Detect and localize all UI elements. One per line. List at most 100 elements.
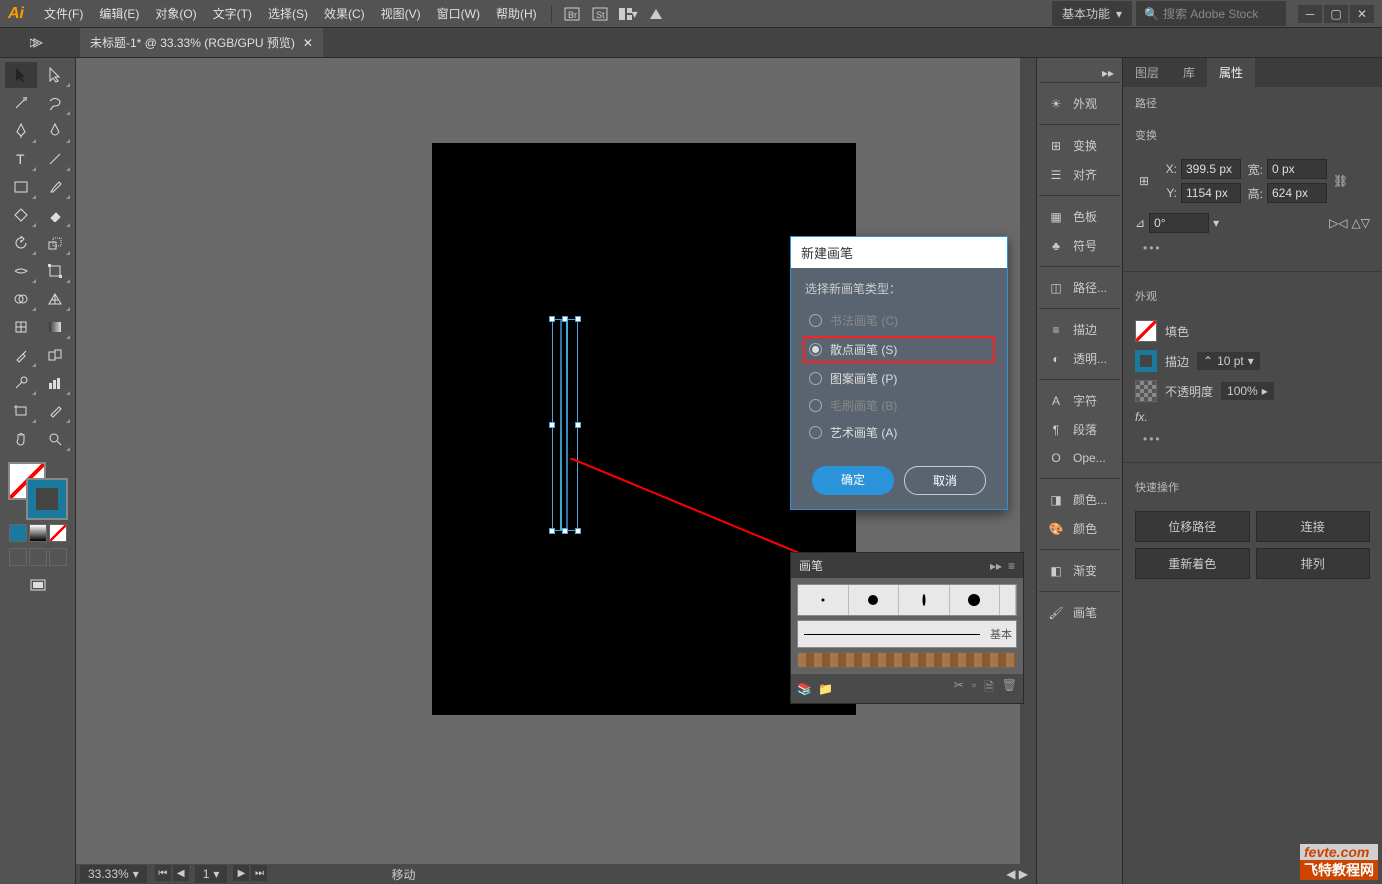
flip-h-icon[interactable]: ▷◁ — [1329, 216, 1347, 230]
selected-path[interactable] — [552, 319, 578, 531]
brush-libraries-menu-icon[interactable]: 📁 — [818, 682, 833, 696]
menu-edit[interactable]: 编辑(E) — [91, 1, 147, 26]
stock-icon[interactable]: St — [590, 4, 610, 24]
dock-align[interactable]: ☰对齐 — [1039, 160, 1120, 189]
draw-behind[interactable] — [29, 548, 47, 566]
angle-input[interactable]: 0° — [1149, 213, 1209, 233]
gpu-icon[interactable] — [646, 4, 666, 24]
brush-basic[interactable]: 基本 — [797, 620, 1017, 648]
first-artboard-button[interactable]: ⏮ — [155, 865, 171, 881]
menu-file[interactable]: 文件(F) — [36, 1, 91, 26]
pen-tool[interactable] — [5, 118, 37, 144]
dock-opentype[interactable]: OOpe... — [1039, 444, 1120, 472]
document-tab[interactable]: 未标题-1* @ 33.33% (RGB/GPU 预览) ✕ — [80, 28, 323, 57]
dock-gradient[interactable]: ◧渐变 — [1039, 556, 1120, 585]
blend-tool[interactable] — [39, 342, 71, 368]
dock-symbols[interactable]: ♣符号 — [1039, 231, 1120, 260]
dock-collapse-icon[interactable]: ▸▸ — [1102, 66, 1114, 80]
hscroll-thumb[interactable]: ◀ ▶ — [1006, 867, 1028, 881]
dock-color[interactable]: 🎨颜色 — [1039, 514, 1120, 543]
width-tool[interactable] — [5, 258, 37, 284]
y-input[interactable]: 1154 px — [1181, 183, 1241, 203]
color-mode-none[interactable] — [49, 524, 67, 542]
panel-menu-icon[interactable]: ≡ — [1008, 559, 1015, 573]
radio-scatter[interactable]: 散点画笔 (S) — [803, 336, 995, 363]
appearance-more[interactable]: ••• — [1135, 428, 1370, 450]
line-tool[interactable] — [39, 146, 71, 172]
fx-label[interactable]: fx. — [1135, 410, 1148, 424]
dock-pathfinder[interactable]: ◫路径... — [1039, 273, 1120, 302]
brush-options-icon[interactable]: ▫ — [972, 678, 976, 699]
new-brush-icon[interactable]: 🗎 — [984, 678, 994, 699]
ok-button[interactable]: 确定 — [812, 466, 894, 495]
scale-tool[interactable] — [39, 230, 71, 256]
remove-stroke-icon[interactable]: ✂ — [954, 678, 964, 699]
selection-tool[interactable] — [5, 62, 37, 88]
tab-properties[interactable]: 属性 — [1207, 58, 1255, 87]
shape-builder-tool[interactable] — [5, 286, 37, 312]
dock-color-guide[interactable]: ◨颜色... — [1039, 485, 1120, 514]
radio-pattern[interactable]: 图案画笔 (P) — [805, 365, 993, 392]
dock-stroke[interactable]: ≡描边 — [1039, 315, 1120, 344]
prev-artboard-button[interactable]: ◀ — [173, 865, 189, 881]
menu-effect[interactable]: 效果(C) — [316, 1, 373, 26]
tab-libraries[interactable]: 库 — [1171, 58, 1207, 87]
brush-library-icon[interactable]: 📚 — [797, 682, 812, 696]
delete-brush-icon[interactable]: 🗑 — [1002, 678, 1017, 699]
direct-selection-tool[interactable] — [39, 62, 71, 88]
cancel-button[interactable]: 取消 — [904, 466, 986, 495]
search-input[interactable]: 🔍 搜索 Adobe Stock — [1136, 1, 1286, 26]
gradient-tool[interactable] — [39, 314, 71, 340]
menu-select[interactable]: 选择(S) — [260, 1, 316, 26]
lock-aspect-icon[interactable]: ⛓ — [1333, 174, 1348, 188]
height-input[interactable]: 624 px — [1267, 183, 1327, 203]
draw-inside[interactable] — [49, 548, 67, 566]
arrange-icon[interactable]: ▾ — [618, 4, 638, 24]
width-input[interactable]: 0 px — [1267, 159, 1327, 179]
menu-object[interactable]: 对象(O) — [147, 1, 204, 26]
bridge-icon[interactable]: Br — [562, 4, 582, 24]
dock-transparency[interactable]: ◐透明... — [1039, 344, 1120, 373]
artboard-number[interactable]: 1▾ — [195, 865, 228, 883]
last-artboard-button[interactable]: ⏭ — [251, 865, 267, 881]
next-artboard-button[interactable]: ▶ — [233, 865, 249, 881]
zoom-tool[interactable] — [39, 426, 71, 452]
vertical-scrollbar[interactable] — [1020, 58, 1036, 864]
qa-recolor[interactable]: 重新着色 — [1135, 548, 1250, 579]
type-tool[interactable]: T — [5, 146, 37, 172]
radio-art[interactable]: 艺术画笔 (A) — [805, 419, 993, 446]
hand-tool[interactable] — [5, 426, 37, 452]
tab-layers[interactable]: 图层 — [1123, 58, 1171, 87]
menu-type[interactable]: 文字(T) — [205, 1, 260, 26]
menu-help[interactable]: 帮助(H) — [488, 1, 545, 26]
qa-offset-path[interactable]: 位移路径 — [1135, 511, 1250, 542]
qa-arrange[interactable]: 排列 — [1256, 548, 1371, 579]
zoom-dropdown[interactable]: 33.33%▾ — [80, 865, 147, 883]
opacity-input[interactable]: 100%▸ — [1221, 382, 1274, 400]
shaper-tool[interactable] — [5, 202, 37, 228]
color-mode-solid[interactable] — [9, 524, 27, 542]
close-button[interactable]: ✕ — [1350, 5, 1374, 23]
free-transform-tool[interactable] — [39, 258, 71, 284]
workspace-dropdown[interactable]: 基本功能 ▾ — [1052, 1, 1132, 26]
symbol-sprayer-tool[interactable] — [5, 370, 37, 396]
screen-mode[interactable] — [22, 572, 54, 598]
reference-point-icon[interactable]: ⊞ — [1135, 173, 1153, 189]
stroke-width-input[interactable]: ⌃10 pt▾ — [1197, 352, 1260, 370]
rotate-tool[interactable] — [5, 230, 37, 256]
stroke-swatch[interactable] — [28, 480, 66, 518]
dock-brushes[interactable]: 🖌画笔 — [1039, 598, 1120, 627]
brush-pattern-preset[interactable] — [797, 652, 1017, 668]
brush-presets-row[interactable] — [797, 584, 1017, 616]
tab-close-icon[interactable]: ✕ — [303, 36, 313, 50]
perspective-tool[interactable] — [39, 286, 71, 312]
dock-appearance[interactable]: ☀外观 — [1039, 89, 1120, 118]
flip-v-icon[interactable]: △▽ — [1352, 216, 1370, 230]
panel-collapse-icon[interactable]: ▸▸ — [990, 559, 1002, 573]
lasso-tool[interactable] — [39, 90, 71, 116]
graph-tool[interactable] — [39, 370, 71, 396]
stroke-swatch-prop[interactable] — [1135, 350, 1157, 372]
rectangle-tool[interactable] — [5, 174, 37, 200]
paintbrush-tool[interactable] — [39, 174, 71, 200]
collapse-toolbar-icon[interactable] — [0, 28, 76, 58]
